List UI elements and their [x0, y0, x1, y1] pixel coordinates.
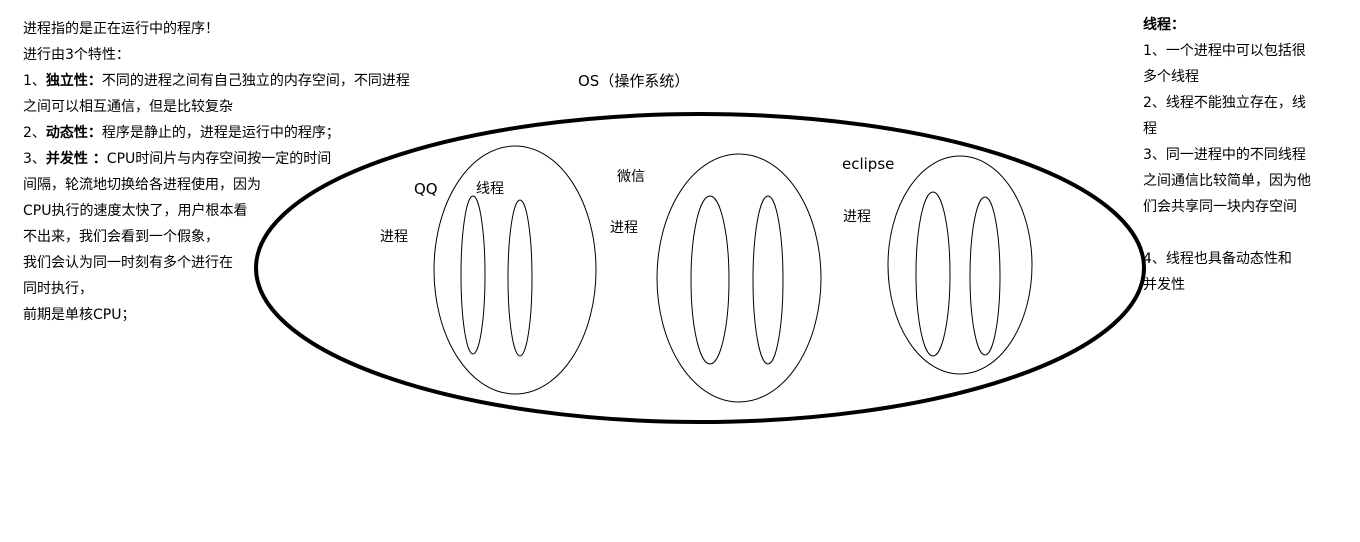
item-text: 程序是静止的，进程是运行中的程序； — [101, 125, 340, 141]
note-item-concurrency: 3、并发性 ：CPU时间片与内存空间按一定的时间 — [23, 146, 410, 172]
app-label-qq: QQ — [414, 180, 438, 198]
item-prefix: 3、 — [23, 151, 46, 167]
item-text: 不同的进程之间有自己独立的内存空间，不同进程 — [101, 73, 410, 89]
process-label: 进程 — [843, 209, 871, 225]
item-prefix: 2、 — [23, 125, 46, 141]
note-line: 进行由3个特性： — [23, 47, 130, 63]
note-line: 们会共享同一块内存空间 — [1143, 199, 1297, 215]
note-item-dynamic: 2、动态性：程序是静止的，进程是运行中的程序； — [23, 120, 410, 146]
note-line: 多个线程 — [1143, 69, 1199, 85]
thread-qq-1 — [460, 195, 486, 355]
note-line: 并发性 — [1143, 277, 1185, 293]
os-boundary — [254, 112, 1146, 424]
item-term: 独立性： — [45, 73, 102, 89]
note-line: 之间通信比较简单，因为他 — [1143, 173, 1311, 189]
item-term: 并发性 ： — [45, 151, 107, 167]
item-text: CPU时间片与内存空间按一定的时间 — [106, 151, 332, 167]
thread-eclipse-2 — [969, 196, 1001, 356]
note-line: 前期是单核CPU； — [23, 307, 136, 323]
thread-wechat-1 — [690, 195, 730, 365]
thread-label: 线程 — [476, 181, 504, 197]
item-prefix: 1、 — [23, 73, 46, 89]
os-label: OS（操作系统） — [578, 72, 690, 90]
note-line: CPU执行的速度太快了，用户根本看 — [23, 203, 248, 219]
app-label-wechat: 微信 — [617, 169, 645, 185]
thread-notes: 线程： 1、一个进程中可以包括很 多个线程 2、线程不能独立存在，线 程 3、同… — [1143, 12, 1311, 298]
note-item-independence: 1、独立性：不同的进程之间有自己独立的内存空间，不同进程 — [23, 68, 410, 94]
note-line: 我们会认为同一时刻有多个进行在 — [23, 255, 233, 271]
note-line: 之间可以相互通信，但是比较复杂 — [23, 99, 233, 115]
note-line: 同时执行， — [23, 281, 93, 297]
note-line: 进程指的是正在运行中的程序！ — [23, 21, 219, 37]
note-line: 不出来，我们会看到一个假象， — [23, 229, 219, 245]
process-notes: 进程指的是正在运行中的程序！ 进行由3个特性： 1、独立性：不同的进程之间有自己… — [23, 16, 410, 328]
note-line: 3、同一进程中的不同线程 — [1143, 147, 1306, 163]
thread-qq-2 — [507, 199, 533, 357]
process-wechat — [656, 153, 822, 403]
process-label: 进程 — [610, 220, 638, 236]
thread-wechat-2 — [752, 195, 784, 365]
note-line: 4、线程也具备动态性和 — [1143, 251, 1292, 267]
thread-eclipse-1 — [915, 191, 951, 357]
process-label: 进程 — [380, 229, 408, 245]
thread-notes-title: 线程： — [1143, 17, 1185, 33]
app-label-eclipse: eclipse — [842, 155, 895, 173]
process-qq — [433, 145, 597, 395]
note-line: 间隔，轮流地切换给各进程使用，因为 — [23, 177, 261, 193]
process-eclipse — [887, 155, 1033, 375]
note-line: 1、一个进程中可以包括很 — [1143, 43, 1306, 59]
item-term: 动态性： — [45, 125, 102, 141]
note-line: 2、线程不能独立存在，线 — [1143, 95, 1306, 111]
note-line: 程 — [1143, 121, 1157, 137]
